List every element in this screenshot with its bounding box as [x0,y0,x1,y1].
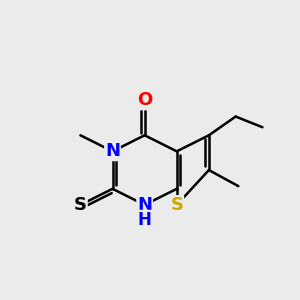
Text: N: N [105,142,120,160]
Text: H: H [138,211,152,229]
Text: S: S [74,196,87,214]
Text: N: N [137,196,152,214]
Text: O: O [137,92,152,110]
Text: S: S [170,196,183,214]
